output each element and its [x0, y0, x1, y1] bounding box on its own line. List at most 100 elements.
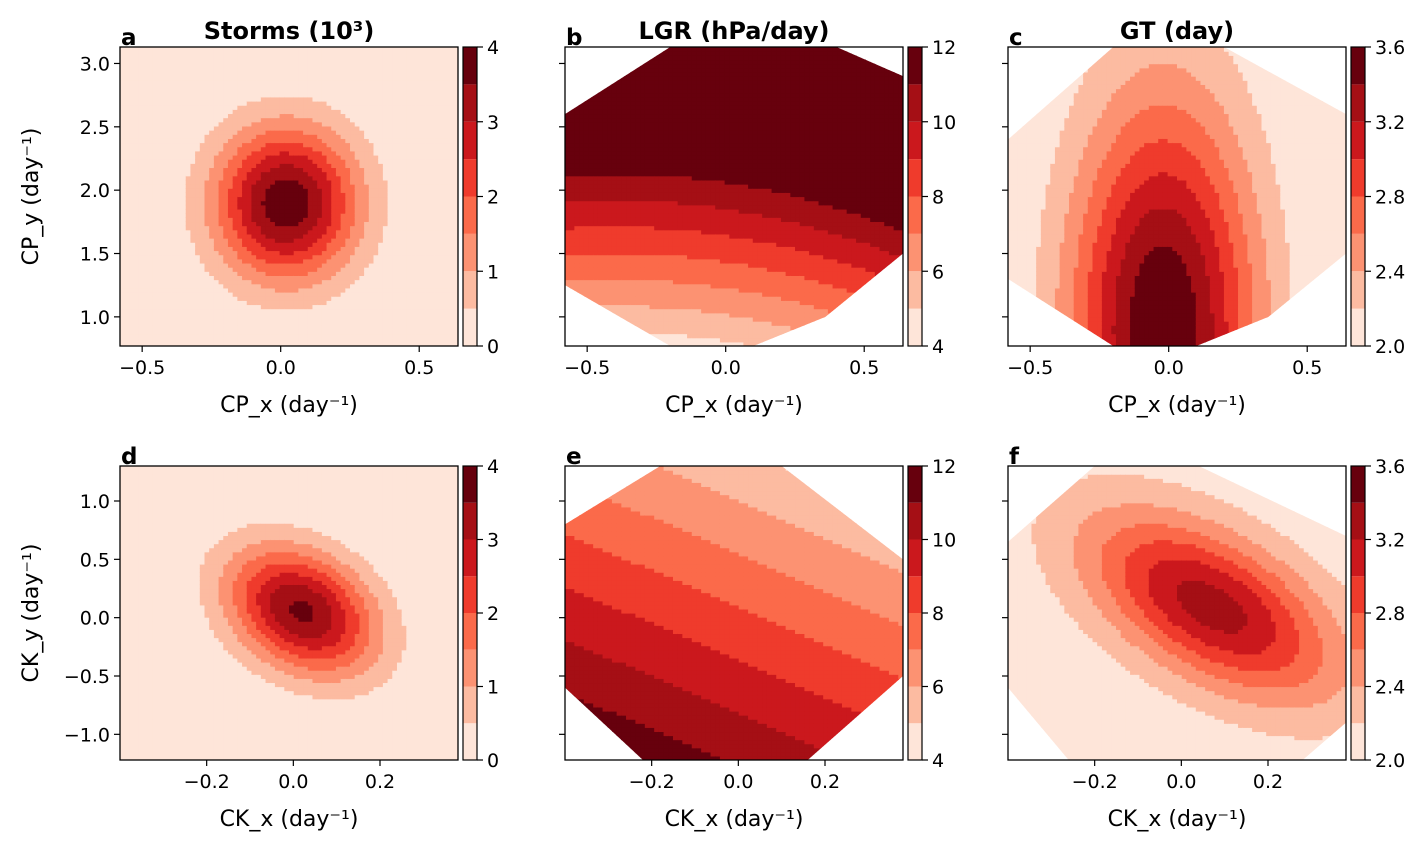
contour-cell — [138, 337, 145, 343]
contour-cell — [190, 246, 196, 252]
contour-cell — [152, 105, 159, 110]
contour-cell — [303, 279, 309, 285]
contour-cell — [185, 296, 192, 301]
contour-cell — [307, 246, 314, 252]
contour-cell — [312, 333, 318, 339]
contour-cell — [209, 296, 215, 301]
contour-cell — [138, 292, 145, 297]
contour-cell — [199, 76, 206, 81]
contour-cell — [434, 217, 440, 223]
contour-cell — [279, 105, 285, 110]
contour-cell — [260, 96, 267, 102]
contour-cell — [185, 121, 192, 127]
contour-cell — [331, 325, 337, 330]
contour-cell — [232, 105, 238, 110]
contour-cell — [265, 179, 271, 185]
contour-cell — [181, 109, 187, 115]
contour-cell — [176, 250, 182, 256]
contour-cell — [359, 138, 365, 144]
contour-cell — [378, 105, 384, 110]
contour-cell — [199, 105, 206, 110]
contour-cell — [199, 179, 206, 185]
contour-cell — [373, 55, 379, 61]
contour-cell — [204, 258, 210, 264]
contour-cell — [350, 325, 356, 330]
contour-cell — [246, 225, 253, 231]
contour-cell — [223, 229, 229, 235]
contour-cell — [298, 59, 304, 65]
contour-cell — [242, 208, 248, 214]
contour-cell — [171, 246, 177, 252]
contour-cell — [312, 242, 318, 247]
contour-cell — [260, 59, 267, 65]
contour-cell — [382, 159, 389, 164]
contour-cell — [331, 192, 337, 198]
contour-cell — [368, 238, 375, 243]
contour-cell — [303, 84, 309, 90]
contour-cell — [326, 71, 332, 77]
contour-cell — [190, 196, 196, 202]
contour-cell — [382, 204, 389, 210]
contour-cell — [335, 184, 342, 189]
contour-cell — [425, 208, 431, 214]
contour-cell — [124, 204, 130, 210]
contour-cell — [129, 192, 135, 198]
contour-cell — [354, 179, 361, 185]
contour-cell — [298, 109, 304, 115]
contour-cell — [129, 238, 135, 243]
contour-cell — [406, 217, 412, 223]
contour-cell — [209, 341, 215, 346]
contour-cell — [143, 146, 149, 152]
contour-cell — [185, 192, 192, 198]
contour-cell — [138, 47, 145, 52]
contour-cell — [227, 59, 234, 65]
contour-cell — [321, 96, 328, 102]
contour-cell — [162, 113, 168, 119]
contour-cell — [242, 150, 248, 156]
contour-cell — [256, 113, 262, 119]
contour-cell — [392, 312, 398, 318]
contour-cell — [270, 208, 276, 214]
contour-cell — [227, 184, 234, 189]
contour-cell — [232, 225, 238, 231]
contour-cell — [411, 51, 417, 56]
contour-cell — [345, 167, 351, 173]
contour-cell — [134, 92, 140, 98]
contour-cell — [166, 312, 173, 318]
contour-cell — [274, 246, 281, 252]
contour-cell — [204, 213, 210, 218]
contour-cell — [143, 229, 149, 235]
contour-cell — [335, 142, 342, 148]
contour-cell — [237, 179, 243, 185]
contour-cell — [364, 296, 370, 301]
contour-cell — [162, 200, 168, 206]
contour-cell — [331, 117, 337, 123]
contour-cell — [350, 150, 356, 156]
contour-cell — [359, 196, 365, 202]
contour-cell — [199, 125, 206, 131]
contour-cell — [213, 275, 220, 281]
contour-cell — [335, 283, 342, 289]
contour-cell — [284, 109, 290, 115]
contour-cell — [129, 109, 135, 115]
contour-cell — [340, 321, 346, 326]
contour-cell — [415, 304, 422, 310]
contour-cell — [162, 287, 168, 293]
contour-cell — [124, 267, 130, 272]
contour-cell — [166, 217, 173, 223]
contour-cell — [148, 333, 154, 339]
contour-cell — [415, 196, 422, 202]
contour-cell — [223, 196, 229, 202]
contour-cell — [148, 341, 154, 346]
contour-cell — [321, 188, 328, 193]
contour-cell — [378, 167, 384, 173]
contour-cell — [265, 125, 271, 131]
contour-cell — [148, 154, 154, 160]
contour-cell — [124, 300, 130, 306]
contour-cell — [401, 341, 407, 346]
contour-cell — [293, 279, 299, 285]
contour-cell — [326, 105, 332, 110]
contour-cell — [439, 208, 445, 214]
contour-cell — [124, 246, 130, 252]
contour-cell — [195, 312, 201, 318]
